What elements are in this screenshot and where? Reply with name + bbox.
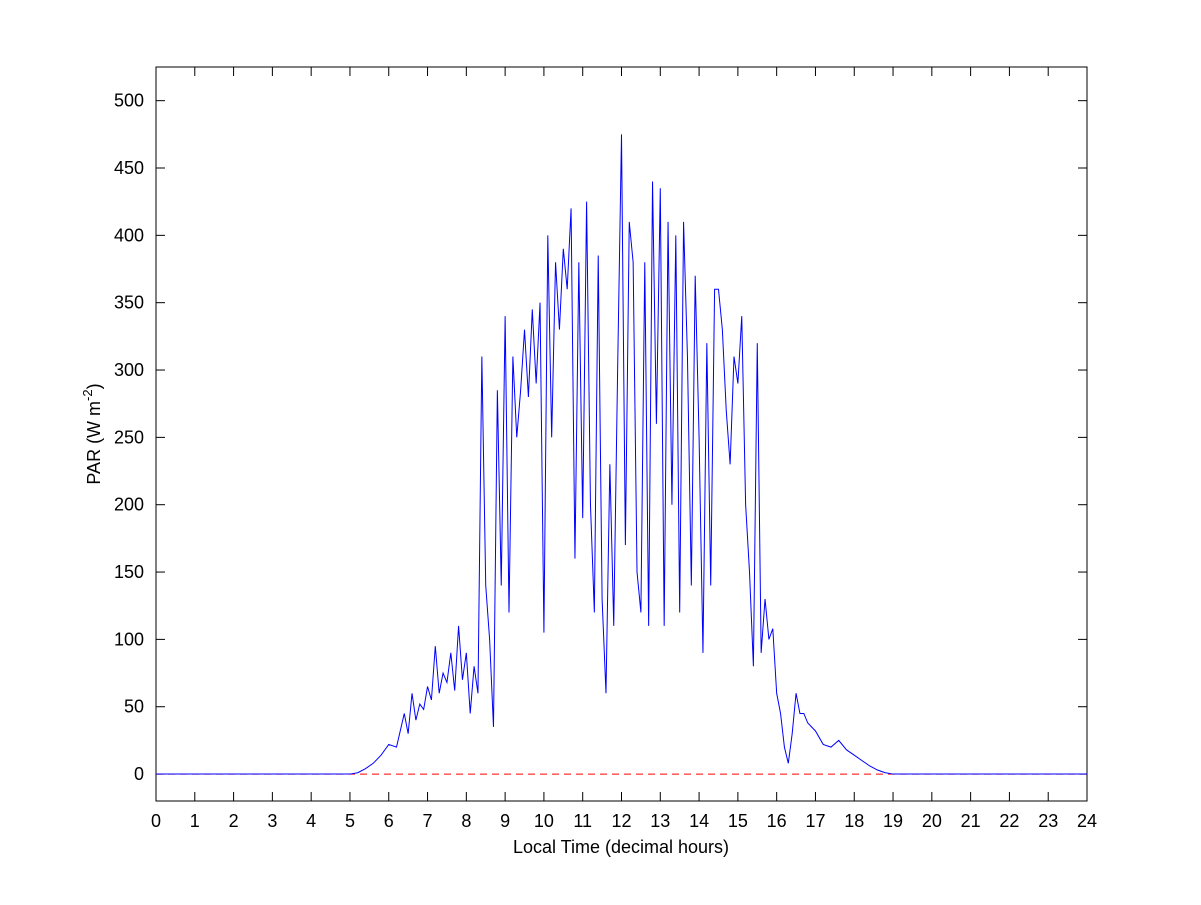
x-tick-label: 3 <box>267 811 277 831</box>
x-tick-label: 4 <box>306 811 316 831</box>
x-tick-label: 7 <box>423 811 433 831</box>
y-tick-label: 50 <box>124 697 144 717</box>
data-line <box>156 134 1087 775</box>
y-tick-label: 350 <box>114 293 144 313</box>
y-tick-label: 300 <box>114 360 144 380</box>
x-tick-label: 18 <box>844 811 864 831</box>
y-label-text: PAR (W m <box>84 401 104 485</box>
x-axis-label: Local Time (decimal hours) <box>513 837 729 857</box>
x-tick-label: 11 <box>573 811 592 831</box>
y-tick-label: 450 <box>114 158 144 178</box>
x-tick-label: 19 <box>883 811 903 831</box>
x-tick-label: 9 <box>500 811 510 831</box>
x-tick-label: 23 <box>1038 811 1058 831</box>
x-tick-label: 5 <box>345 811 355 831</box>
y-tick-label: 500 <box>114 91 144 111</box>
x-tick-label: 13 <box>650 811 670 831</box>
x-tick-label: 6 <box>384 811 394 831</box>
y-label-sup: -2 <box>80 389 95 401</box>
y-tick-label: 200 <box>114 495 144 515</box>
x-tick-label: 15 <box>728 811 748 831</box>
y-tick-label: 100 <box>114 629 144 649</box>
y-tick-label: 250 <box>114 427 144 447</box>
x-tick-label: 21 <box>961 811 981 831</box>
x-tick-label: 16 <box>767 811 787 831</box>
x-tick-label: 20 <box>922 811 942 831</box>
y-label-close: ) <box>84 383 104 389</box>
y-tick-label: 150 <box>114 562 144 582</box>
x-tick-label: 2 <box>229 811 239 831</box>
y-tick-label: 400 <box>114 225 144 245</box>
x-tick-label: 1 <box>190 811 200 831</box>
x-tick-label: 24 <box>1077 811 1097 831</box>
x-tick-label: 22 <box>999 811 1019 831</box>
x-tick-label: 14 <box>689 811 709 831</box>
x-tick-label: 10 <box>534 811 554 831</box>
x-tick-label: 8 <box>461 811 471 831</box>
x-tick-label: 0 <box>151 811 161 831</box>
y-tick-label: 0 <box>134 764 144 784</box>
plot-area <box>155 66 1088 802</box>
x-tick-label: 12 <box>611 811 631 831</box>
x-tick-label: 17 <box>805 811 825 831</box>
y-axis-label: PAR (W m-2) <box>80 383 104 484</box>
